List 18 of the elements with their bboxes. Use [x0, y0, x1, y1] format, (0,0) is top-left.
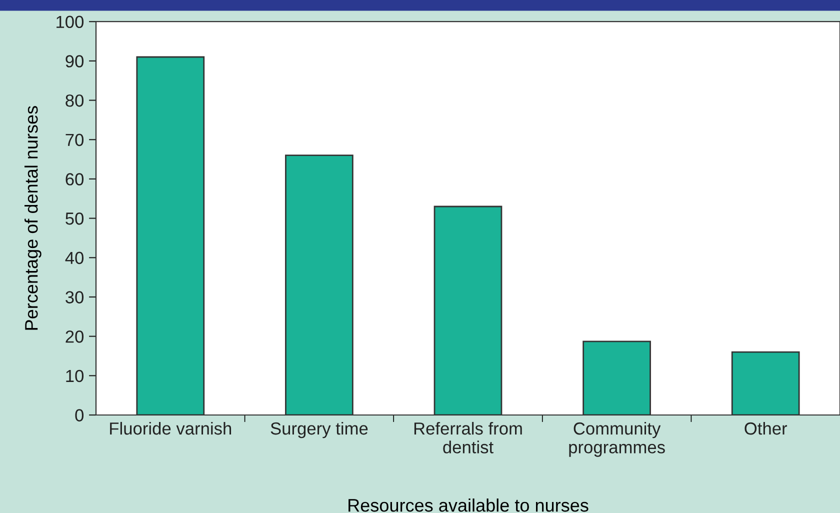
y-tick-label: 60: [66, 173, 84, 186]
y-axis-title: Percentage of dental nurses: [24, 106, 42, 330]
x-tick-label: Fluoride varnish: [110, 422, 232, 435]
x-tick-label: Other: [744, 422, 788, 435]
x-tick-label: Community programmes: [569, 422, 665, 457]
y-tick-label: 40: [65, 252, 84, 264]
x-tick-label: Surgery time: [270, 422, 368, 438]
y-tick-label: 100: [56, 16, 84, 28]
x-axis-title: Resources available to nurses: [348, 498, 588, 512]
y-tick-label: 80: [66, 94, 84, 107]
y-tick-label: 30: [66, 291, 84, 304]
y-tick-label: 90: [66, 55, 84, 68]
y-tick-label: 10: [66, 370, 84, 382]
y-tick-label: 70: [66, 134, 84, 146]
y-tick-label: 50: [66, 212, 84, 225]
y-tick-label: 0: [75, 409, 84, 422]
y-tick-label: 20: [66, 330, 84, 343]
x-tick-label: Referrals from dentist: [414, 422, 522, 454]
